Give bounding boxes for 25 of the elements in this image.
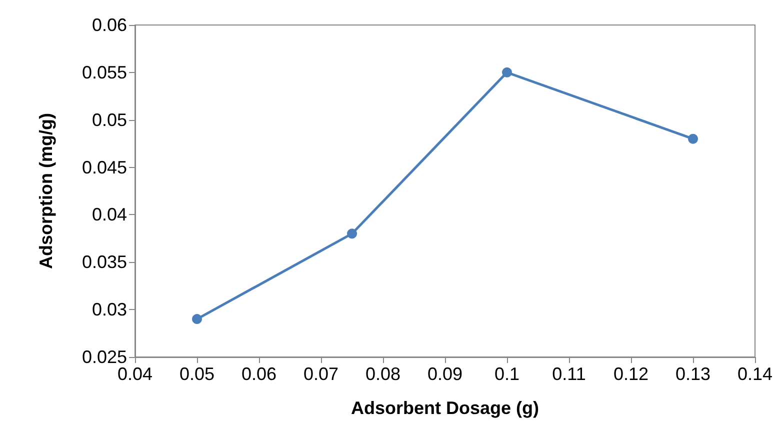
y-tick-label: 0.06 — [92, 15, 127, 35]
x-tick-label: 0.1 — [494, 364, 520, 384]
y-tick-label: 0.035 — [82, 252, 127, 272]
x-tick-label: 0.05 — [179, 364, 215, 384]
x-tick-label: 0.08 — [365, 364, 401, 384]
y-tick-label: 0.055 — [82, 62, 127, 82]
point — [502, 67, 512, 78]
x-tick-label: 0.04 — [117, 364, 153, 384]
y-tick-label: 0.025 — [82, 347, 127, 367]
y-tick-label: 0.05 — [92, 110, 127, 130]
x-tick-label: 0.14 — [737, 364, 773, 384]
y-tick-label: 0.04 — [92, 204, 127, 225]
point — [688, 134, 698, 144]
x-tick-label: 0.09 — [427, 364, 463, 384]
y-tick-label: 0.045 — [82, 157, 127, 178]
x-tick-label: 0.13 — [675, 364, 711, 384]
x-tick-label: 0.07 — [303, 364, 339, 384]
x-tick-label: 0.11 — [552, 364, 586, 384]
y-tick-label: 0.03 — [92, 300, 127, 320]
y-axis-title: Adsorption (mg/g) — [36, 113, 56, 269]
point — [192, 314, 202, 324]
x-axis-title: Adsorbent Dosage (g) — [350, 398, 540, 418]
point — [347, 228, 357, 239]
x-tick-label: 0.06 — [241, 364, 277, 384]
x-tick-label: 0.12 — [613, 364, 649, 384]
